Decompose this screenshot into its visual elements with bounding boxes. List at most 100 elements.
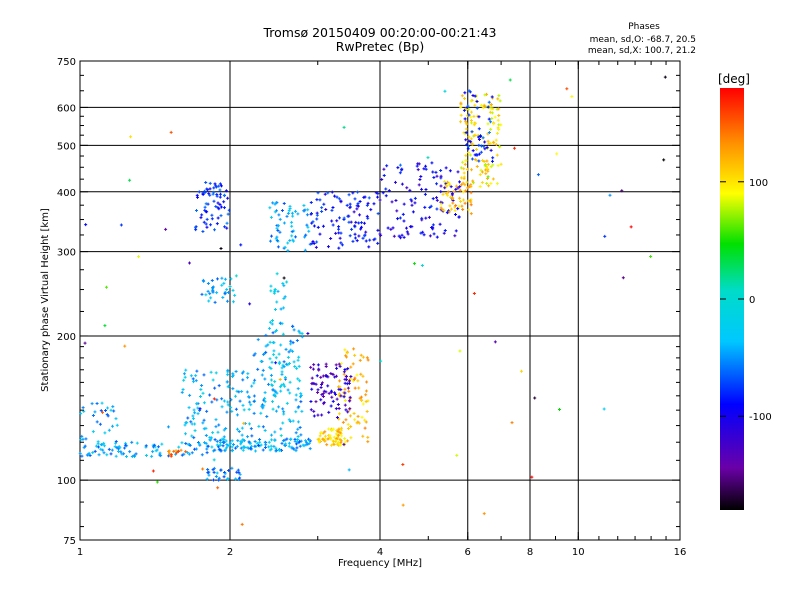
data-point xyxy=(316,413,320,417)
data-point xyxy=(399,236,403,240)
data-point xyxy=(111,424,115,428)
data-point xyxy=(348,407,352,411)
data-point xyxy=(280,366,284,370)
data-point xyxy=(489,127,493,131)
data-point xyxy=(201,467,205,471)
data-point xyxy=(204,441,208,445)
data-point xyxy=(214,371,218,375)
data-point xyxy=(186,416,190,420)
data-point xyxy=(223,448,227,452)
data-point xyxy=(208,187,212,191)
x-tick-label: 8 xyxy=(527,547,533,558)
data-point xyxy=(330,428,334,432)
data-point xyxy=(342,216,346,220)
data-point xyxy=(275,300,279,304)
x-tick-label: 2 xyxy=(227,547,233,558)
data-point xyxy=(481,136,485,140)
data-point xyxy=(215,471,219,475)
data-point xyxy=(487,184,491,188)
data-point xyxy=(464,138,468,142)
data-point xyxy=(324,207,328,211)
data-point xyxy=(264,350,268,354)
data-point xyxy=(258,440,262,444)
data-point xyxy=(312,414,316,418)
data-point xyxy=(449,185,453,189)
y-axis-label: Stationary phase Virtual Height [km] xyxy=(40,208,51,392)
data-point xyxy=(417,183,421,187)
data-point xyxy=(273,210,277,214)
data-point xyxy=(485,165,489,169)
data-point xyxy=(444,184,448,188)
data-point xyxy=(278,230,282,234)
data-point xyxy=(348,377,352,381)
data-point xyxy=(456,207,460,211)
data-point xyxy=(91,430,95,434)
data-point xyxy=(355,421,359,425)
data-point xyxy=(451,201,455,205)
data-point xyxy=(99,447,103,451)
data-point xyxy=(489,120,493,124)
data-point xyxy=(274,329,278,333)
data-point xyxy=(478,134,482,138)
data-point xyxy=(326,245,330,249)
data-point xyxy=(169,454,173,458)
data-point xyxy=(235,389,239,393)
data-point xyxy=(288,206,292,210)
data-point xyxy=(424,188,428,192)
data-point xyxy=(223,225,227,229)
data-point xyxy=(494,138,498,142)
data-point xyxy=(102,451,106,455)
data-point xyxy=(318,232,322,236)
y-tick-label: 100 xyxy=(57,476,76,487)
data-point xyxy=(277,352,281,356)
data-point xyxy=(280,370,284,374)
data-point xyxy=(344,418,348,422)
data-point xyxy=(343,437,347,441)
data-point xyxy=(355,373,359,377)
data-point xyxy=(432,232,436,236)
data-point xyxy=(296,387,300,391)
data-point xyxy=(277,213,281,217)
data-point xyxy=(346,426,350,430)
data-point xyxy=(351,362,355,366)
data-point xyxy=(217,476,221,480)
data-point xyxy=(344,408,348,412)
data-point xyxy=(288,419,292,423)
data-point xyxy=(455,453,459,457)
data-point xyxy=(335,416,339,420)
data-point xyxy=(212,458,216,462)
y-tick-label: 400 xyxy=(57,188,76,199)
data-point xyxy=(496,131,500,135)
data-point xyxy=(363,426,367,430)
data-point xyxy=(459,101,463,105)
data-point xyxy=(270,322,274,326)
data-point xyxy=(274,201,278,205)
data-point xyxy=(486,175,490,179)
data-point xyxy=(346,422,350,426)
data-point xyxy=(347,379,351,383)
data-point xyxy=(246,372,250,376)
data-point xyxy=(291,419,295,423)
data-point xyxy=(268,206,272,210)
data-point xyxy=(353,376,357,380)
data-point xyxy=(453,209,457,213)
data-point xyxy=(459,120,463,124)
data-point xyxy=(473,94,477,98)
data-point xyxy=(494,142,498,146)
data-point xyxy=(183,375,187,379)
data-point xyxy=(329,437,333,441)
data-point xyxy=(360,415,364,419)
data-point xyxy=(144,453,148,457)
data-point xyxy=(188,393,192,397)
data-point xyxy=(311,367,315,371)
data-point xyxy=(512,146,516,150)
data-point xyxy=(291,214,295,218)
data-point xyxy=(321,394,325,398)
data-point xyxy=(349,436,353,440)
data-point xyxy=(435,174,439,178)
data-point xyxy=(430,161,434,165)
data-point xyxy=(198,407,202,411)
data-point xyxy=(461,181,465,185)
data-point xyxy=(196,412,200,416)
data-point xyxy=(368,238,372,242)
